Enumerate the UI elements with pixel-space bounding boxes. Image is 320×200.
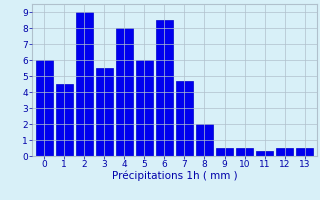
Bar [136, 60, 153, 156]
Bar [96, 68, 113, 156]
X-axis label: Précipitations 1h ( mm ): Précipitations 1h ( mm ) [112, 171, 237, 181]
Bar [176, 81, 193, 156]
Bar [196, 124, 213, 156]
Bar [236, 148, 253, 156]
Bar [276, 148, 293, 156]
Bar [36, 60, 52, 156]
Bar [56, 84, 73, 156]
Bar [156, 20, 173, 156]
Bar [296, 148, 313, 156]
Bar [76, 12, 93, 156]
Bar [256, 151, 273, 156]
Bar [116, 28, 133, 156]
Bar [216, 148, 233, 156]
